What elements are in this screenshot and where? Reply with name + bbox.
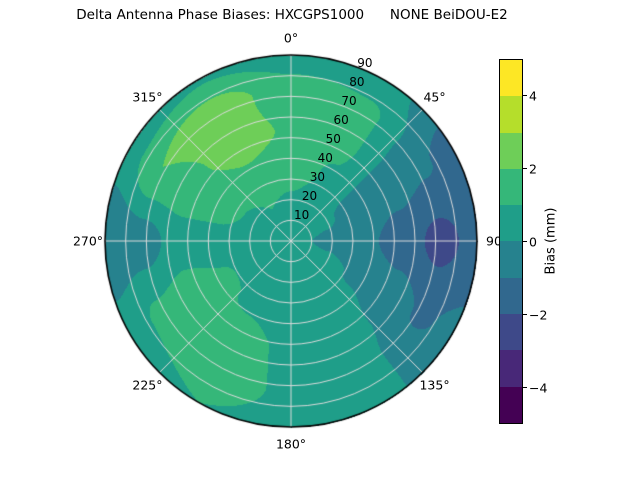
colorbar-band <box>500 60 522 97</box>
colorbar-tick-label: −2 <box>529 307 548 322</box>
colorbar-band <box>500 277 522 315</box>
colorbar-band <box>500 96 522 133</box>
azimuth-tick-label: 90 <box>486 233 502 249</box>
radial-tick-label: 10 <box>293 208 310 223</box>
colorbar-tick-label: 2 <box>529 161 537 176</box>
radial-tick-label: 70 <box>341 93 357 108</box>
radial-tick-label: 90 <box>357 55 373 70</box>
colorbar-tick-mark <box>523 240 527 243</box>
azimuth-tick-label: 135° <box>419 377 450 393</box>
colorbar-band <box>500 386 522 423</box>
radial-tick-label: 80 <box>349 74 365 89</box>
radial-tick-label: 30 <box>309 170 326 185</box>
azimuth-tick-label: 45° <box>423 89 446 105</box>
colorbar-band <box>500 350 522 387</box>
colorbar <box>499 59 523 424</box>
azimuth-tick-label: 0° <box>283 30 299 46</box>
radial-tick-label: 60 <box>333 112 349 127</box>
radial-tick-label: 40 <box>317 151 333 166</box>
colorbar-tick-mark <box>523 94 527 97</box>
colorbar-tick-label: 0 <box>529 234 537 249</box>
azimuth-tick-label: 315° <box>132 89 163 105</box>
colorbar-band <box>500 314 522 351</box>
radial-tick-label: 50 <box>325 132 341 147</box>
radial-tick-label: 20 <box>301 189 318 204</box>
colorbar-band <box>500 168 522 206</box>
colorbar-band <box>500 205 522 242</box>
colorbar-band <box>500 241 522 278</box>
colorbar-tick-mark <box>523 167 527 170</box>
azimuth-tick-label: 270° <box>72 233 104 249</box>
colorbar-band <box>500 132 522 169</box>
colorbar-tick-label: −4 <box>529 380 548 395</box>
azimuth-tick-label: 225° <box>132 377 163 393</box>
colorbar-axis-label: Bias (mm) <box>543 207 559 275</box>
colorbar-tick-mark <box>523 313 527 316</box>
azimuth-tick-label: 180° <box>275 436 307 452</box>
chart-title: Delta Antenna Phase Biases: HXCGPS1000 N… <box>76 7 508 23</box>
colorbar-tick-label: 4 <box>529 88 537 103</box>
colorbar-tick-mark <box>523 386 527 389</box>
